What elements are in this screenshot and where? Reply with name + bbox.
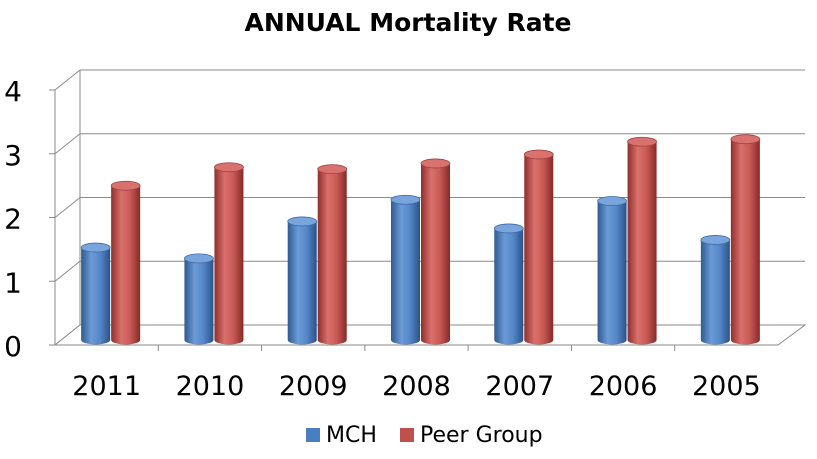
y-tick-label: 0 [4,330,22,363]
bar [597,196,627,345]
bar-cap [110,180,141,191]
axis-labels: 0 1 2 3 4 2011 2010 2009 2008 2007 2006 2005 [4,75,761,402]
bar-body [287,221,317,345]
bar [110,180,141,345]
bar-cap [184,253,214,264]
legend-swatch [400,428,414,442]
bar-cap [627,136,657,147]
bar-body [627,141,657,345]
legend: MCH Peer Group [306,423,543,448]
bar [493,223,524,345]
bar [80,242,111,345]
bar-cap [700,235,731,245]
bar-body [421,163,450,345]
legend-label: Peer Group [420,423,543,448]
bar [287,216,318,345]
bar-cap [317,164,348,175]
bar [390,194,421,345]
bar-body [391,199,420,345]
legend-label: MCH [326,423,377,448]
x-tick-label: 2010 [176,371,245,402]
chart-title: ANNUAL Mortality Rate [244,8,571,37]
bar-cap [493,223,524,234]
bar-cap [420,158,451,169]
x-tick-label: 2011 [72,371,141,402]
gridline-connector [54,133,81,155]
bar-body [494,228,524,345]
bar-body [81,247,111,345]
gridline-connector [54,197,81,218]
bar [420,158,451,345]
y-tick-label: 2 [4,203,22,236]
x-tick-label: 2005 [692,371,761,402]
bar-body [111,185,141,345]
x-tick-label: 2008 [382,371,451,402]
bars [80,134,761,345]
bar [317,164,348,345]
x-tick-label: 2006 [589,371,658,402]
gridline-connector [54,260,81,282]
legend-swatch [306,428,320,442]
bar-body [524,154,554,345]
x-tick-label: 2007 [485,371,554,402]
bar-body [730,139,760,345]
bar-cap [523,149,554,160]
bar-cap [80,242,111,253]
bar-cap [390,194,421,205]
y-tick-label: 1 [4,266,22,299]
bar-body [184,258,214,345]
bar [627,136,657,345]
x-tick-label: 2009 [279,371,348,402]
bar [184,253,214,345]
bar-body [597,201,627,345]
bar [523,149,554,345]
bar-cap [214,162,244,173]
bar [730,134,761,345]
bar-cap [597,196,627,206]
bar-cap [730,134,761,145]
bar-body [214,167,244,345]
bar-cap [287,216,318,227]
bar [700,235,731,345]
bar-body [700,239,730,345]
y-tick-label: 3 [4,139,22,172]
bar [214,162,244,345]
bar-body [317,169,347,345]
gridline-connector [54,69,81,91]
y-tick-label: 4 [4,75,22,108]
